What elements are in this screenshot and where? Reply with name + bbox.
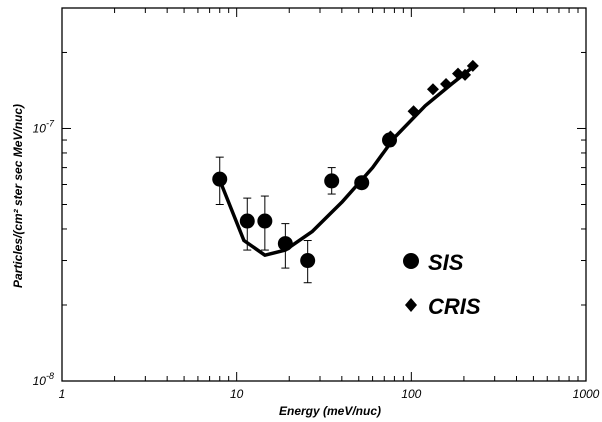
y-tick-label: 10-7 (33, 118, 55, 135)
cris-point (466, 59, 479, 72)
sis-point (277, 236, 293, 252)
sis-point (239, 213, 255, 229)
model-curve (218, 65, 474, 257)
cris-point (426, 83, 439, 96)
legend-sis-label: SIS (428, 250, 464, 275)
legend-sis-marker (403, 253, 419, 269)
sis-point (257, 213, 273, 229)
tick-labels: 1 10 100 1000 10-8 10-7 (33, 118, 600, 401)
cris-point (440, 78, 453, 91)
sis-point (212, 171, 228, 187)
cris-series (384, 59, 479, 143)
plot-frame (61, 7, 587, 382)
x-axis-label: Energy (meV/nuc) (279, 404, 381, 418)
axis-ticks (62, 8, 586, 381)
x-tick-label: 10 (230, 387, 244, 401)
sis-point (354, 175, 370, 191)
x-tick-label: 1000 (573, 387, 600, 401)
cris-point (459, 68, 472, 81)
legend-cris-marker (405, 298, 417, 312)
x-tick-label: 1 (59, 387, 66, 401)
sis-point (300, 253, 316, 269)
legend-cris-label: CRIS (428, 294, 481, 319)
cris-point (407, 105, 420, 118)
x-tick-label: 100 (401, 387, 421, 401)
sis-series (212, 132, 398, 269)
sis-point (324, 173, 340, 189)
legend: SIS CRIS (403, 250, 481, 319)
y-tick-label: 10-8 (33, 371, 54, 388)
cris-point (384, 130, 397, 143)
y-axis-label: Particles/(cm² ster sec MeV/nuc) (11, 104, 25, 288)
